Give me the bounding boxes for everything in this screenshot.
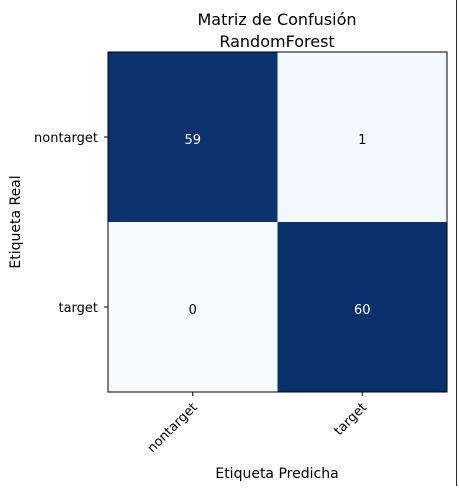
plot-frame <box>107 51 448 393</box>
chart-title-line-1: Matriz de Confusión <box>197 10 356 29</box>
x-tick-label-nontarget: nontarget <box>145 400 201 456</box>
y-tick-label-nontarget: nontarget <box>34 131 98 146</box>
x-axis-ticks: nontarget target <box>145 392 370 456</box>
chart-title-line-2: RandomForest <box>219 32 334 51</box>
x-tick-label-target: target <box>332 400 371 439</box>
x-axis-label: Etiqueta Predicha <box>215 466 338 482</box>
heatmap-cell-nontarget-nontarget <box>108 52 278 222</box>
heatmap-cell-nontarget-target <box>277 52 447 222</box>
y-axis-ticks: nontarget target <box>34 131 108 316</box>
cell-value-target-nontarget: 0 <box>189 303 197 318</box>
cell-value-target-target: 60 <box>354 303 371 318</box>
figure-right-border <box>456 0 457 486</box>
y-axis-label: Etiqueta Real <box>8 175 24 268</box>
heatmap-cell-target-target <box>277 222 447 392</box>
cell-value-nontarget-nontarget: 59 <box>184 133 201 148</box>
cell-value-nontarget-target: 1 <box>358 133 366 148</box>
y-tick-label-target: target <box>58 301 98 316</box>
heatmap-cell-labels: 59 1 0 60 <box>184 133 370 318</box>
heatmap-cells <box>108 52 447 392</box>
heatmap-cell-target-nontarget <box>108 222 278 392</box>
